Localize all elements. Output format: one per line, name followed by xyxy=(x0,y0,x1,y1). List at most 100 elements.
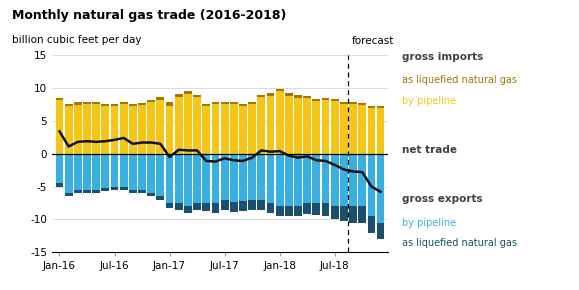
Bar xyxy=(156,97,164,100)
Bar xyxy=(175,97,182,154)
Bar xyxy=(65,193,72,196)
Bar xyxy=(230,202,238,211)
Bar xyxy=(322,154,329,203)
Bar xyxy=(239,104,247,106)
Bar xyxy=(129,190,137,193)
Bar xyxy=(230,104,238,154)
Bar xyxy=(248,154,256,200)
Bar xyxy=(56,98,63,100)
Bar xyxy=(276,154,284,206)
Bar xyxy=(138,154,146,190)
Bar xyxy=(83,104,91,154)
Bar xyxy=(211,104,219,154)
Bar xyxy=(377,106,384,108)
Bar xyxy=(129,104,137,106)
Bar xyxy=(211,102,219,104)
Bar xyxy=(138,105,146,154)
Bar xyxy=(266,154,274,203)
Bar xyxy=(285,206,293,216)
Bar xyxy=(276,206,284,216)
Bar xyxy=(340,206,348,221)
Bar xyxy=(175,94,182,97)
Bar xyxy=(258,95,265,97)
Bar xyxy=(74,102,82,105)
Bar xyxy=(156,100,164,154)
Bar xyxy=(184,94,192,154)
Bar xyxy=(74,190,82,193)
Bar xyxy=(221,102,229,104)
Bar xyxy=(92,102,100,104)
Bar xyxy=(193,203,201,210)
Bar xyxy=(193,154,201,203)
Bar xyxy=(65,106,72,154)
Bar xyxy=(285,93,293,96)
Text: by pipeline: by pipeline xyxy=(402,96,456,106)
Bar xyxy=(313,203,320,215)
Bar xyxy=(294,154,302,206)
Bar xyxy=(349,154,357,206)
Text: as liquefied natural gas: as liquefied natural gas xyxy=(402,238,518,248)
Text: gross exports: gross exports xyxy=(402,194,483,204)
Bar xyxy=(358,154,366,206)
Bar xyxy=(285,154,293,206)
Bar xyxy=(92,190,100,193)
Text: gross imports: gross imports xyxy=(402,52,483,62)
Bar xyxy=(56,183,63,187)
Bar xyxy=(303,96,311,98)
Bar xyxy=(202,203,210,211)
Bar xyxy=(358,105,366,154)
Bar xyxy=(65,154,72,193)
Bar xyxy=(239,154,247,201)
Bar xyxy=(101,104,109,106)
Bar xyxy=(202,106,210,154)
Bar xyxy=(156,196,164,200)
Bar xyxy=(377,108,384,154)
Bar xyxy=(193,95,201,97)
Bar xyxy=(239,201,247,211)
Bar xyxy=(313,99,320,101)
Bar xyxy=(193,97,201,154)
Bar xyxy=(285,96,293,154)
Bar xyxy=(248,102,256,104)
Bar xyxy=(358,206,366,223)
Bar xyxy=(111,104,118,106)
Bar xyxy=(166,203,174,208)
Bar xyxy=(248,200,256,210)
Bar xyxy=(211,203,219,213)
Bar xyxy=(340,154,348,206)
Bar xyxy=(101,188,109,191)
Bar xyxy=(303,154,311,203)
Text: as liquefied natural gas: as liquefied natural gas xyxy=(402,75,518,85)
Bar xyxy=(184,206,192,213)
Bar xyxy=(101,154,109,188)
Bar xyxy=(147,102,155,154)
Bar xyxy=(147,193,155,196)
Bar xyxy=(83,154,91,190)
Bar xyxy=(258,200,265,210)
Text: by pipeline: by pipeline xyxy=(402,218,456,227)
Bar xyxy=(303,98,311,154)
Text: billion cubic feet per day: billion cubic feet per day xyxy=(12,35,141,45)
Bar xyxy=(221,154,229,200)
Bar xyxy=(331,206,339,220)
Bar xyxy=(230,154,238,202)
Bar xyxy=(83,190,91,193)
Bar xyxy=(211,154,219,203)
Bar xyxy=(221,200,229,210)
Bar xyxy=(368,216,375,233)
Bar xyxy=(147,154,155,193)
Bar xyxy=(322,99,329,100)
Bar xyxy=(92,154,100,190)
Bar xyxy=(368,154,375,216)
Bar xyxy=(258,154,265,200)
Bar xyxy=(331,154,339,206)
Bar xyxy=(276,89,284,91)
Bar xyxy=(340,104,348,154)
Bar xyxy=(313,154,320,203)
Bar xyxy=(266,203,274,213)
Bar xyxy=(358,103,366,105)
Bar xyxy=(239,106,247,154)
Bar xyxy=(322,203,329,216)
Bar xyxy=(349,104,357,154)
Bar xyxy=(258,97,265,154)
